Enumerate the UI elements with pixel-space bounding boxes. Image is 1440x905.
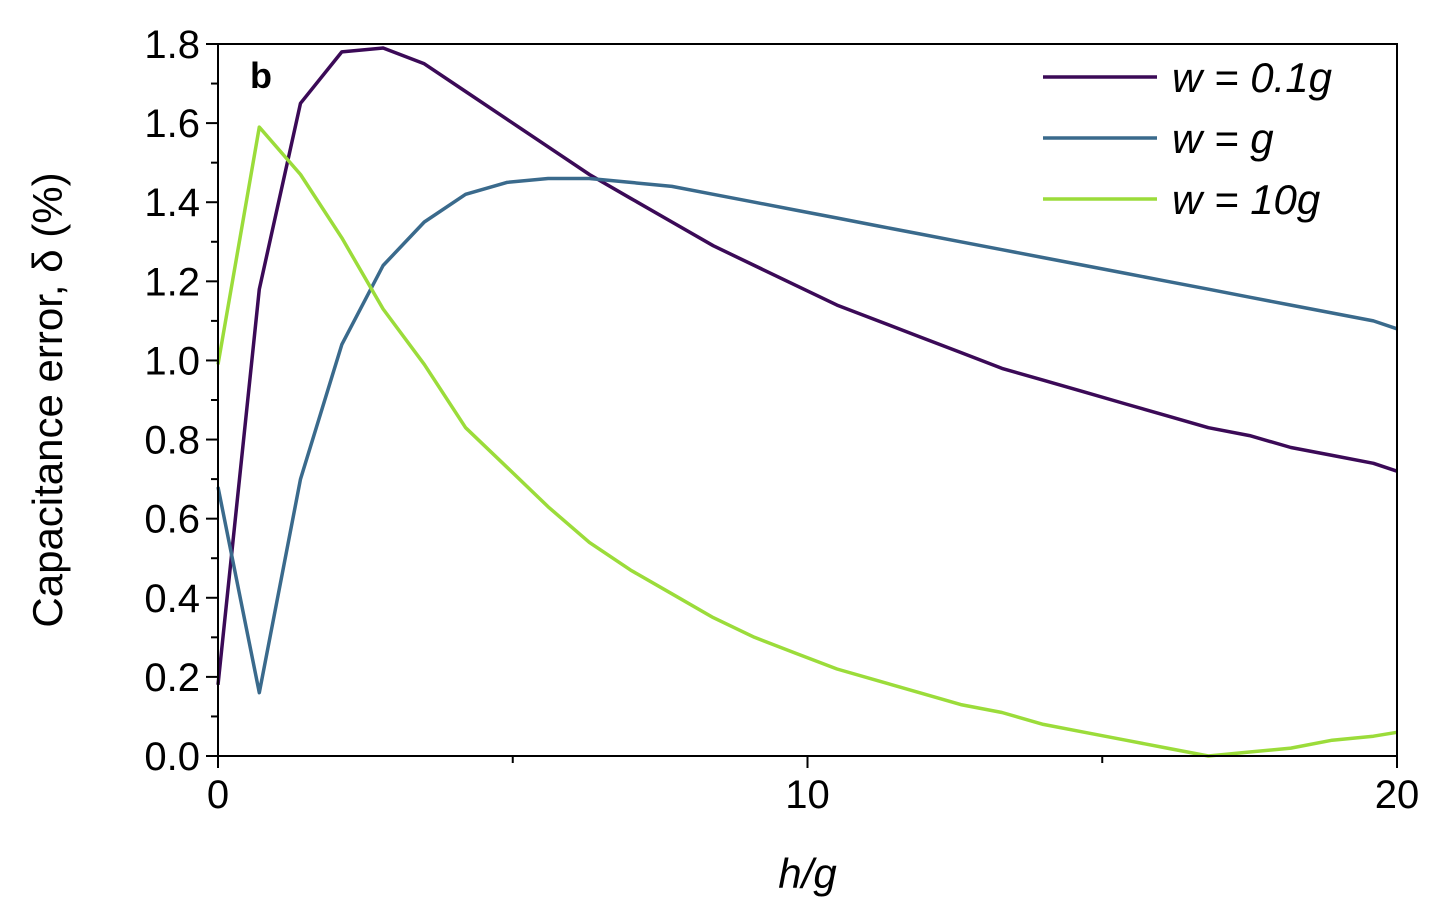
y-tick-label: 0.8 [144,419,200,463]
panel-label: b [250,55,272,96]
x-axis-label: h/g [778,850,836,897]
tick-labels-layer: 0.0 0.2 0.4 0.6 0.8 1.0 1.2 1.4 1.6 1.8 0 10 20 [144,23,1419,817]
series-line-2 [216,176,1398,695]
legend-label-2: w = g [1172,115,1274,162]
legend-label-3: w = 10g [1172,176,1320,223]
y-tick-label: 1.8 [144,23,200,67]
y-tick-label: 0.6 [144,498,200,542]
legend: w = 0.1g w = g w = 10g [1043,54,1332,223]
legend-label-1: w = 0.1g [1172,54,1332,101]
y-tick-label: 1.4 [144,181,200,225]
ticks-layer [206,43,1398,768]
y-tick-label: 0.0 [144,735,200,779]
y-tick-label: 1.0 [144,339,200,383]
y-tick-label: 0.2 [144,656,200,700]
x-tick-label: 20 [1375,773,1420,817]
y-tick-label: 0.4 [144,577,200,621]
y-axis-label: Capacitance error, δ (%) [24,172,71,627]
x-tick-label: 10 [785,773,830,817]
y-tick-label: 1.6 [144,102,200,146]
y-tick-label: 1.2 [144,260,200,304]
series-line-1 [216,46,1398,685]
x-tick-label: 0 [207,773,229,817]
